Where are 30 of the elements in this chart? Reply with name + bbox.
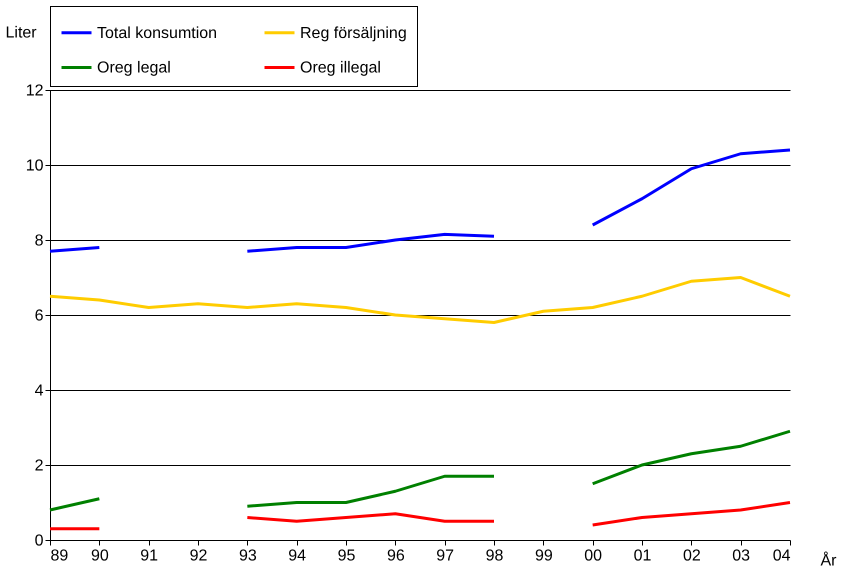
- x-tick-label: 97: [436, 548, 454, 564]
- y-tick-label: 0: [34, 532, 44, 550]
- legend-label: Total konsumtion: [97, 24, 218, 42]
- x-tick-label: 94: [288, 548, 306, 564]
- y-tick-label: 8: [34, 232, 44, 250]
- line-series: [48, 276, 792, 324]
- x-tick-label: 92: [190, 548, 208, 564]
- y-tick-label: 10: [26, 158, 44, 174]
- y-tick-label: 12: [26, 82, 44, 100]
- y-tick-label: 6: [34, 308, 44, 324]
- x-tick-label: 00: [584, 548, 602, 564]
- legend-label: Oreg legal: [97, 60, 171, 76]
- x-axis-title: År: [820, 552, 838, 570]
- y-axis-title: Liter: [6, 24, 38, 42]
- x-tick-label: 01: [634, 548, 652, 564]
- legend-label: Oreg illegal: [300, 60, 381, 76]
- x-tick-label: 91: [140, 548, 158, 564]
- x-tick-label: 93: [238, 548, 257, 564]
- y-tick-label: 2: [34, 458, 44, 474]
- x-tick-label: 98: [486, 548, 504, 564]
- x-tick-label: 02: [682, 548, 701, 564]
- x-tick-label: 95: [338, 548, 356, 564]
- x-tick-label: 03: [732, 548, 750, 564]
- x-tick-label: 90: [90, 548, 109, 564]
- x-tick-label: 89: [50, 548, 68, 564]
- x-tick-label: 96: [386, 548, 405, 564]
- x-tick-label: 04: [772, 548, 791, 564]
- x-tick-label: 99: [534, 548, 553, 564]
- y-tick-label: 4: [34, 382, 44, 400]
- legend-label: Reg försäljning: [300, 24, 407, 42]
